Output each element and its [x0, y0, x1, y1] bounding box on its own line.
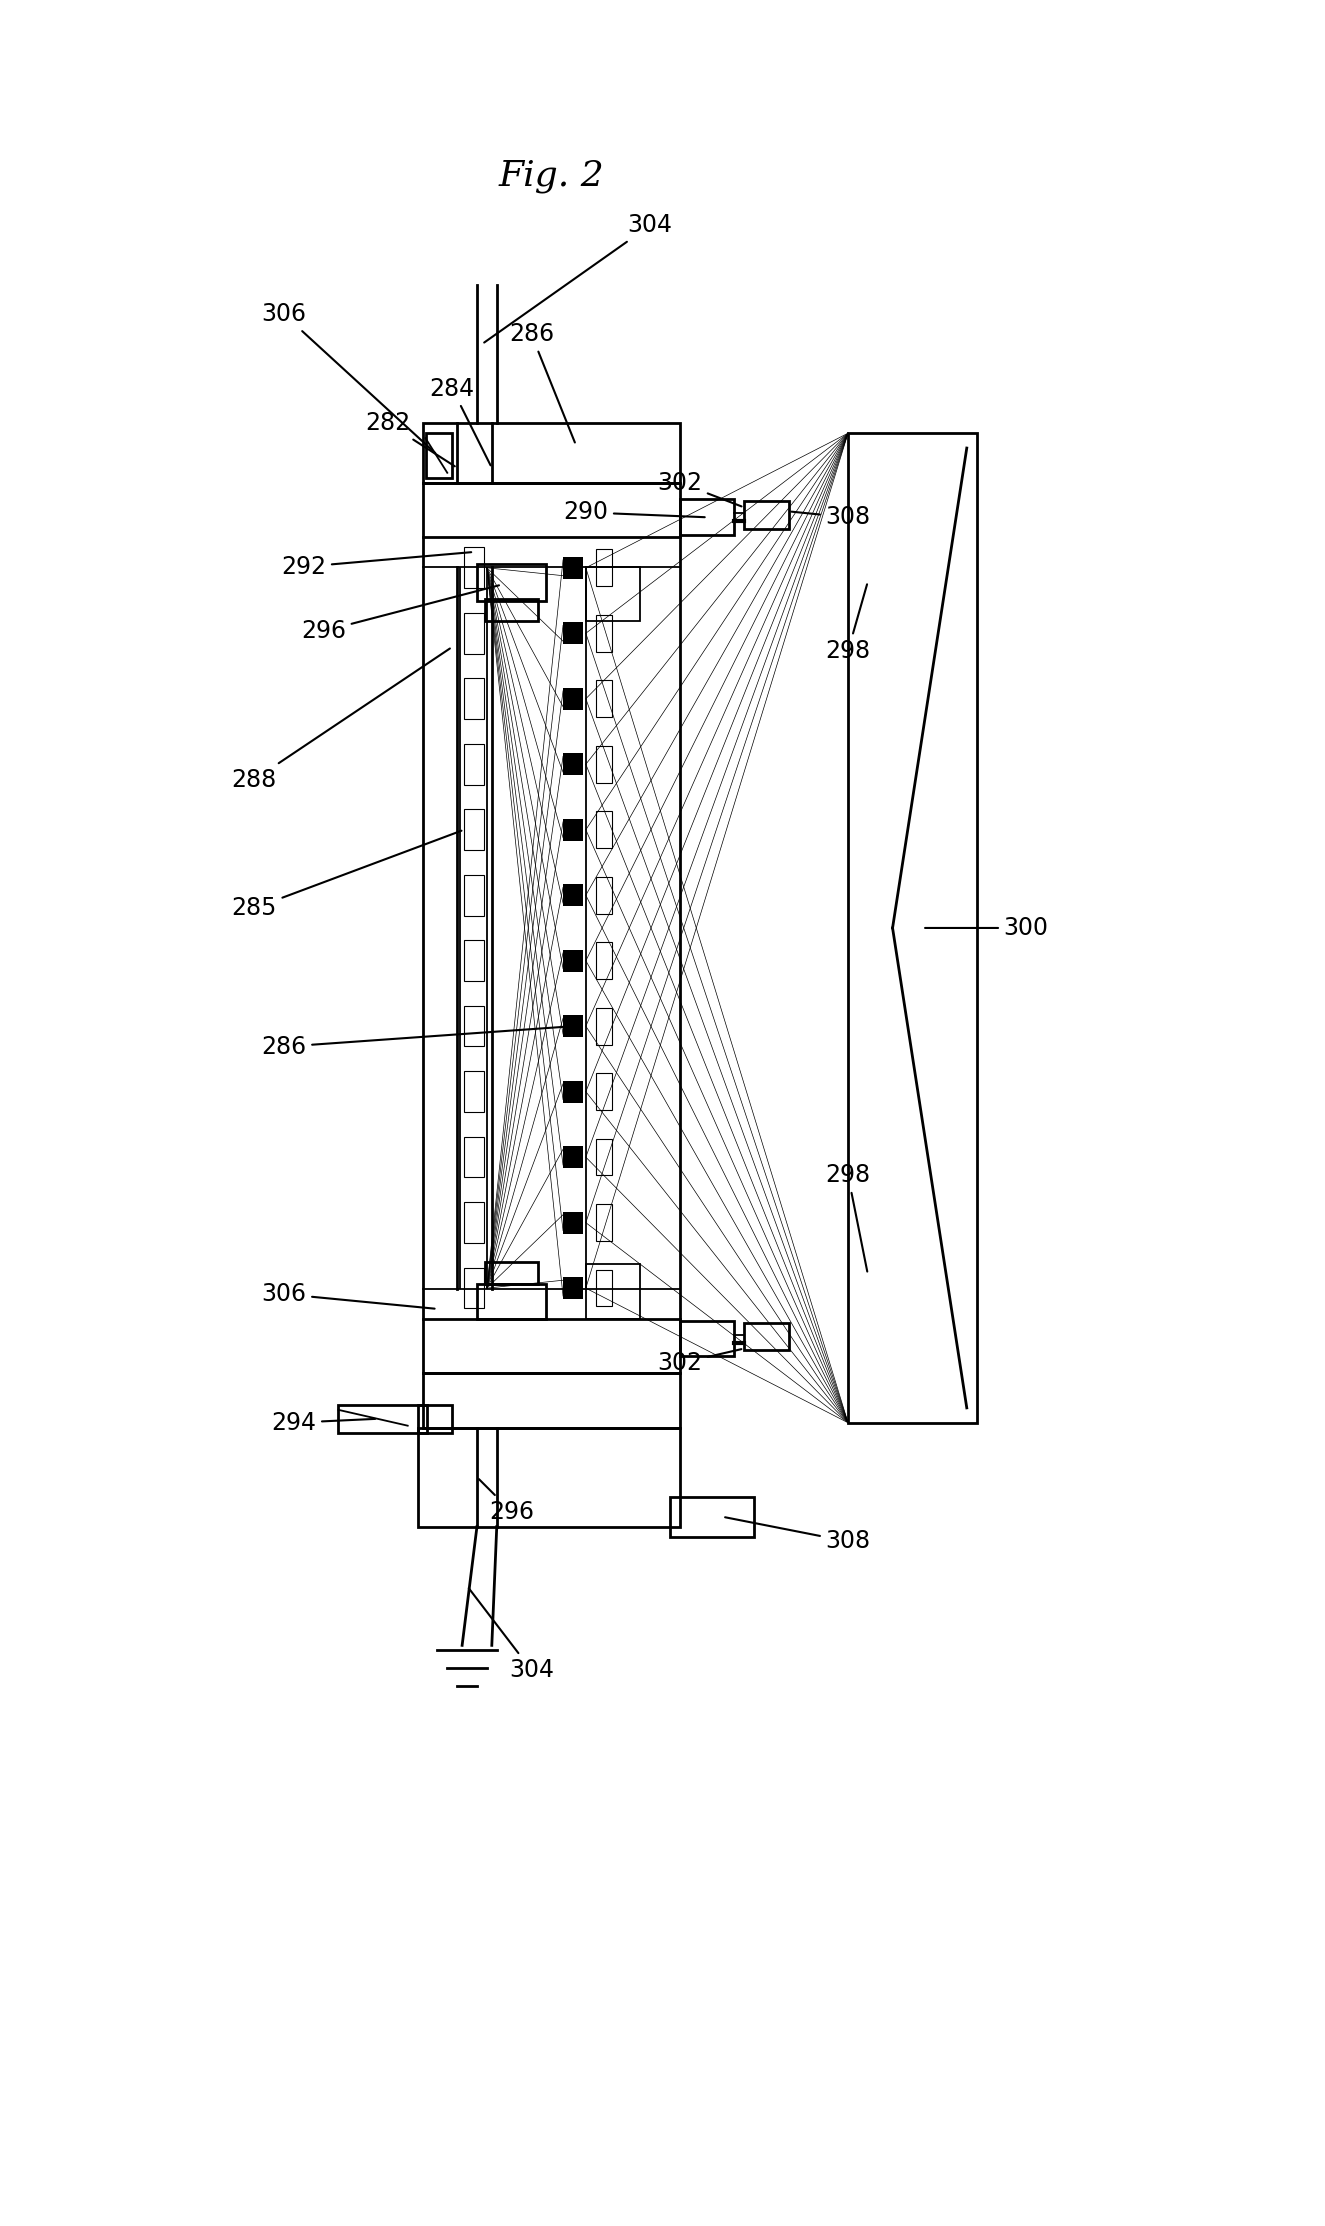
Bar	[596, 550, 612, 585]
Bar	[596, 614, 612, 652]
Bar	[563, 1015, 583, 1037]
Text: 285: 285	[232, 830, 461, 919]
Text: 304: 304	[484, 214, 673, 343]
Bar	[464, 1269, 484, 1309]
Bar	[596, 942, 612, 979]
Bar	[596, 1140, 612, 1175]
Text: 286: 286	[509, 323, 575, 443]
Bar	[596, 812, 612, 848]
Bar	[423, 483, 680, 1373]
Bar	[485, 1262, 538, 1284]
Text: 306: 306	[261, 303, 436, 454]
Bar	[464, 612, 484, 654]
Bar	[596, 877, 612, 913]
Text: 290: 290	[563, 501, 705, 525]
Bar	[563, 1278, 583, 1300]
Bar	[563, 623, 583, 643]
Bar	[425, 434, 452, 479]
Text: 298: 298	[825, 583, 871, 663]
Bar	[563, 884, 583, 906]
Bar	[477, 563, 546, 601]
Text: 288: 288	[232, 648, 450, 792]
Bar	[464, 743, 484, 784]
Bar	[464, 1137, 484, 1178]
Bar	[563, 752, 583, 775]
Text: 282: 282	[366, 412, 454, 465]
Bar	[563, 1146, 583, 1169]
Bar	[670, 1496, 754, 1536]
Bar	[596, 1008, 612, 1044]
Bar	[338, 1405, 428, 1434]
Text: 296: 296	[301, 585, 500, 643]
Text: 292: 292	[281, 552, 472, 579]
Bar	[848, 434, 977, 1422]
Text: 306: 306	[261, 1282, 435, 1309]
Bar	[563, 1082, 583, 1102]
Bar	[477, 1284, 546, 1318]
Text: Fig. 2: Fig. 2	[498, 158, 604, 194]
Bar	[423, 423, 680, 483]
Bar	[596, 1073, 612, 1111]
Bar	[464, 939, 484, 982]
Bar	[563, 819, 583, 841]
Text: 304: 304	[469, 1587, 554, 1683]
Text: 298: 298	[825, 1164, 871, 1271]
Bar	[464, 679, 484, 719]
Bar	[485, 599, 538, 621]
Bar	[680, 499, 734, 534]
Text: 300: 300	[925, 915, 1048, 939]
Text: 286: 286	[261, 1026, 570, 1060]
Text: 296: 296	[478, 1478, 534, 1525]
Bar	[563, 951, 583, 971]
Bar	[563, 1211, 583, 1233]
Bar	[596, 681, 612, 717]
Text: 308: 308	[791, 505, 871, 530]
Bar	[417, 1427, 680, 1527]
Bar	[596, 1269, 612, 1307]
Bar	[464, 1071, 484, 1113]
Bar	[586, 1264, 640, 1318]
Bar	[745, 1322, 788, 1351]
Bar	[417, 1405, 452, 1434]
Text: 302: 302	[657, 470, 742, 508]
Bar	[464, 875, 484, 915]
Bar	[563, 688, 583, 710]
Text: 284: 284	[429, 376, 490, 465]
Text: 308: 308	[725, 1518, 871, 1554]
Bar	[745, 501, 788, 530]
Bar	[464, 1006, 484, 1046]
Bar	[464, 1202, 484, 1242]
Bar	[596, 1204, 612, 1240]
Bar	[586, 568, 640, 621]
Bar	[563, 556, 583, 579]
Bar	[596, 746, 612, 784]
Bar	[464, 548, 484, 588]
Bar	[423, 1373, 680, 1427]
Text: 302: 302	[657, 1349, 742, 1376]
Text: 294: 294	[272, 1411, 375, 1436]
Bar	[464, 810, 484, 850]
Bar	[680, 1320, 734, 1356]
